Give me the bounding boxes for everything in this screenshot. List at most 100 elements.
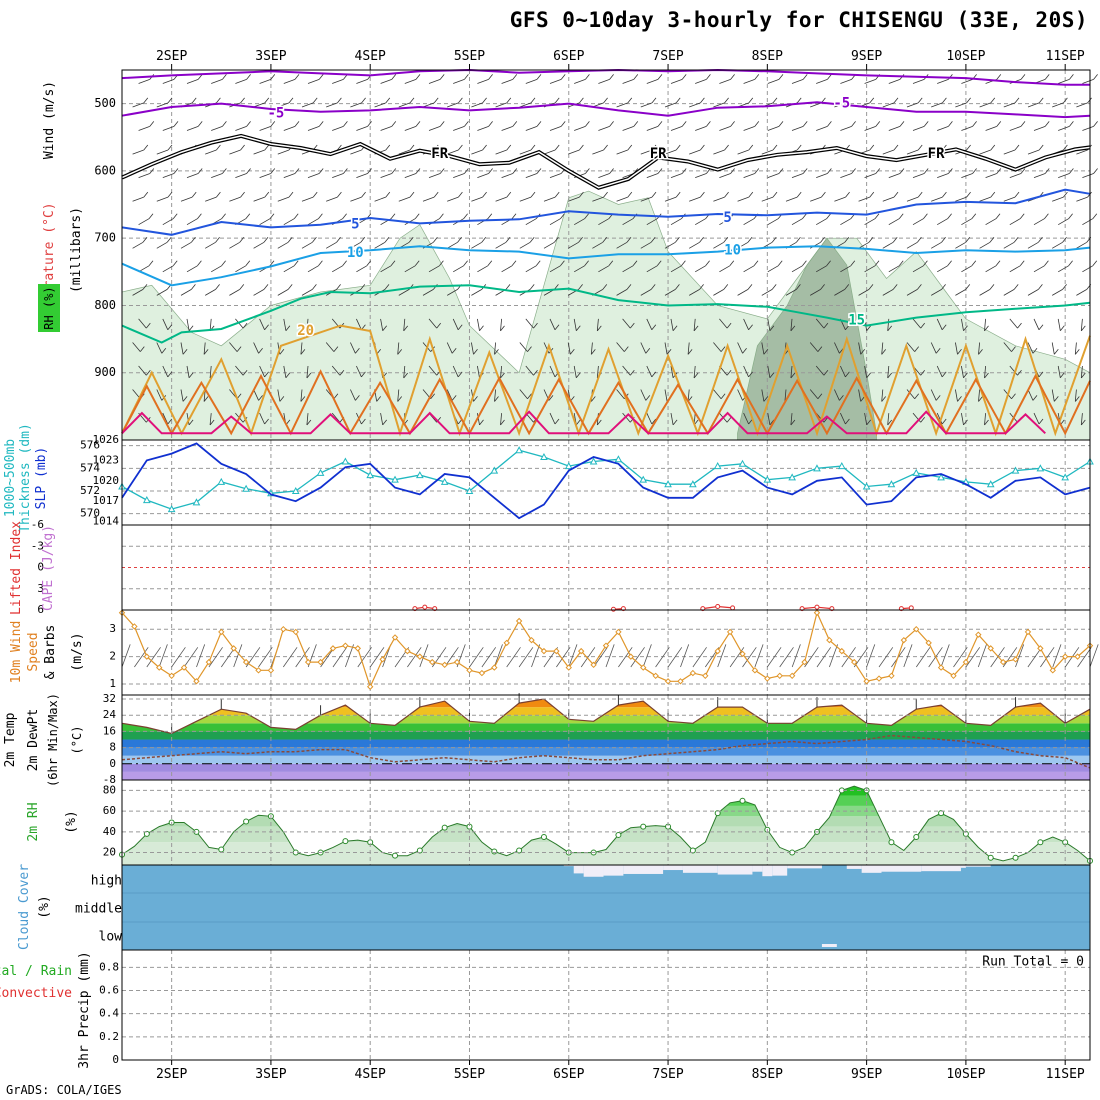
slp-line xyxy=(121,442,1091,520)
upper-wind-barb-flag xyxy=(1013,284,1019,290)
upper-wind-barb-flag xyxy=(209,419,215,426)
upper-wind-barb-flag xyxy=(333,393,339,399)
upper-wind-barb-flag xyxy=(337,97,342,104)
upper-wind-barb-flag xyxy=(1063,97,1068,104)
wind10m-label-2: Speed xyxy=(26,632,41,671)
upper-wind-barb xyxy=(713,289,724,296)
upper-wind-barb xyxy=(471,196,483,202)
upper-wind-barb xyxy=(622,218,634,226)
upper-wind-barb xyxy=(229,149,241,155)
upper-wind-barb xyxy=(277,149,290,155)
upper-wind-barb xyxy=(1080,318,1083,331)
upper-wind-barb-flag xyxy=(1044,213,1049,219)
thickness-point xyxy=(887,480,896,488)
cloud-high-gap xyxy=(921,865,961,872)
upper-wind-barb xyxy=(955,342,958,355)
upper-wind-barb xyxy=(356,365,362,378)
upper-wind-barb-flag xyxy=(479,325,484,331)
upper-wind-barb xyxy=(979,196,991,202)
upper-wind-barb-flag xyxy=(385,144,391,151)
upper-wind-barb-flag xyxy=(367,121,372,127)
upper-wind-barb xyxy=(646,173,659,178)
upper-wind-barb-flag xyxy=(560,260,565,267)
upper-wind-barb xyxy=(882,149,895,155)
upper-wind-barb-flag xyxy=(451,348,457,354)
upper-wind-barb-flag xyxy=(724,144,729,151)
upper-wind-barb xyxy=(229,196,241,202)
upper-wind-barb-flag xyxy=(246,168,251,174)
upper-wind-barb-flag xyxy=(288,191,294,198)
upper-wind-barb xyxy=(961,173,973,178)
upper-wind-barb-flag xyxy=(584,260,589,267)
upper-wind-barb xyxy=(1074,389,1077,402)
upper-wind-barb xyxy=(598,126,610,131)
upper-wind-barb-flag xyxy=(1080,419,1086,426)
upper-wind-barb-flag xyxy=(627,191,633,198)
upper-wind-barb-flag xyxy=(996,74,1002,80)
upper-wind-barb-flag xyxy=(941,284,946,290)
upper-wind-barb xyxy=(695,218,706,226)
upper-wind-barb-flag xyxy=(585,121,590,127)
temp2m-band xyxy=(122,699,1090,708)
upper-wind-barb-flag xyxy=(820,237,825,243)
upper-wind-barb xyxy=(864,218,876,226)
upper-wind-barb-flag xyxy=(650,237,656,243)
upper-wind-barb xyxy=(574,79,586,84)
upper-wind-barb-flag xyxy=(148,213,154,219)
cloud-high-gap xyxy=(623,865,664,874)
upper-wind-barb xyxy=(616,389,625,399)
upper-wind-barb-flag xyxy=(182,396,188,402)
upper-wind-barb-flag xyxy=(1038,284,1043,290)
upper-wind-barb xyxy=(501,265,513,273)
upper-wind-barb xyxy=(984,365,986,379)
upper-wind-barb-flag xyxy=(771,284,777,290)
upper-wind-barb xyxy=(887,413,890,426)
wind10m-speed-point xyxy=(900,636,908,644)
upper-wind-barb-flag xyxy=(575,325,581,331)
upper-wind-barb xyxy=(1033,173,1046,178)
upper-wind-barb-flag xyxy=(391,121,397,127)
upper-wind-barb xyxy=(567,342,571,355)
upper-wind-barb-flag xyxy=(748,144,754,151)
upper-wind-barb-flag xyxy=(1069,74,1074,80)
thickness-point xyxy=(192,498,201,506)
bottom-date-label: 3SEP xyxy=(255,1067,286,1082)
wind10m-speed-point xyxy=(1061,653,1069,660)
upper-wind-barb xyxy=(984,413,986,426)
upper-wind-barb-flag xyxy=(1092,213,1098,219)
upper-wind-barb-flag xyxy=(451,395,457,401)
upper-wind-barb-flag xyxy=(149,121,155,127)
upper-wind-barb xyxy=(253,389,259,401)
bottom-date-label: 2SEP xyxy=(156,1067,187,1082)
thickness-point xyxy=(912,468,921,476)
upper-wind-barb xyxy=(447,241,458,249)
upper-wind-barb-flag xyxy=(433,191,439,198)
upper-wind-barb xyxy=(1082,126,1094,131)
wind10m-speed-point xyxy=(416,653,424,660)
wind10m-speed-point xyxy=(788,672,796,680)
upper-wind-barb xyxy=(840,265,851,273)
wind10m-barb xyxy=(655,647,670,668)
upper-wind-barb xyxy=(138,79,150,84)
upper-wind-barb-flag xyxy=(608,260,614,267)
wind10m-label-3: & Barbs xyxy=(43,625,58,680)
upper-wind-barb-flag xyxy=(578,237,583,243)
upper-wind-barb-flag xyxy=(481,237,487,243)
bottom-date-label: 8SEP xyxy=(752,1067,783,1082)
upper-wind-barb-flag xyxy=(869,97,875,104)
isotherm-label: -5 xyxy=(267,106,284,122)
rh2m-tick-label: 40 xyxy=(103,825,116,838)
upper-wind-barb xyxy=(186,79,199,84)
thickness-point xyxy=(738,459,747,467)
upper-wind-barb-flag xyxy=(802,168,808,174)
upper-wind-barb-flag xyxy=(203,349,209,355)
upper-wind-barb-flag xyxy=(898,213,904,219)
upper-wind-barb-flag xyxy=(318,260,323,267)
upper-wind-barb xyxy=(713,342,722,352)
upper-wind-barb xyxy=(525,265,537,273)
thickness-point xyxy=(564,462,573,470)
upper-wind-barb xyxy=(912,318,922,329)
temp2m-band xyxy=(122,771,1090,780)
upper-wind-barb-flag xyxy=(990,191,996,198)
upper-wind-barb xyxy=(398,102,411,108)
